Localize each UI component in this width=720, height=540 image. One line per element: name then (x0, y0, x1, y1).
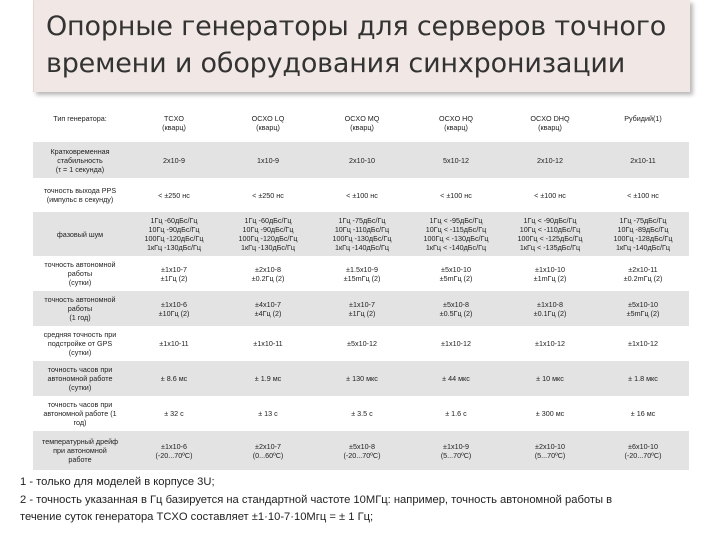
table-cell: ± 1.6 с (409, 396, 503, 431)
table-cell: 2x10-11 (597, 142, 689, 178)
table-cell: ±1x10-6 ±10Гц (2) (127, 291, 221, 326)
table-cell: 1Гц < -95дБс/Гц 10Гц < -115дБс/Гц 100Гц < … (409, 212, 503, 256)
table-cell: ± 16 мс (597, 396, 689, 431)
table-cell: ± 44 мкс (409, 361, 503, 396)
table-cell: ±5x10-8 ±0.5Гц (2) (409, 291, 503, 326)
table-cell: 2x10-12 (503, 142, 597, 178)
table-cell: ±1x10-11 (127, 326, 221, 361)
table-cell: ±1x10-6 (-20...70ºC) (127, 431, 221, 470)
row-label: фазовый шум (33, 212, 127, 256)
header-col: Рубидий(1) (624, 114, 662, 123)
table-cell: < ±100 нс (597, 178, 689, 212)
table-cell: 1x10-9 (221, 142, 315, 178)
row-label: Кратковременная стабильность (τ = 1 секунд… (33, 142, 127, 178)
header-col: OCXO LQ (кварц) (251, 114, 285, 132)
row-label: точность автономной работы (сутки) (33, 256, 127, 291)
table-row: точность автономной работы (сутки) ±1x10-7 ±… (33, 256, 689, 291)
footnote: 1 - только для моделей в корпусе 3U; (20, 476, 215, 488)
row-label: средняя точность при подстройке от GPS (су… (33, 326, 127, 361)
table-cell: ±5x10-10 ±5mГц (2) (597, 291, 689, 326)
table-cell: ±4x10-7 ±4Гц (2) (221, 291, 315, 326)
table-cell: ±2x10-7 (0...60ºC) (221, 431, 315, 470)
table-cell: < ±100 нс (409, 178, 503, 212)
table-row: Кратковременная стабильность (τ = 1 секунд… (33, 142, 689, 178)
row-label: точность часов при автономной работе (сутк… (33, 361, 127, 396)
table-row: точность автономной работы (1 год) ±1x10-6 ±… (33, 291, 689, 326)
table-cell: ±1x10-9 (5...70ºC) (409, 431, 503, 470)
title-panel (33, 0, 690, 92)
table-cell: ±2x10-8 ±0.2Гц (2) (221, 256, 315, 291)
table-cell: ± 130 мкс (315, 361, 409, 396)
row-label: температурный дрейф при автономной работе (33, 431, 127, 470)
table-cell: 1Гц -75дБс/Гц 10Гц -89дБс/Гц 100Гц -128дБс… (597, 212, 689, 256)
table-cell: ±2x10-10 (5...70ºC) (503, 431, 597, 470)
table-cell: 2x10-9 (127, 142, 221, 178)
table-cell: ± 13 с (221, 396, 315, 431)
row-label: точность автономной работы (1 год) (33, 291, 127, 326)
table-cell: ± 300 мс (503, 396, 597, 431)
table-header-row: Тип генератора: TCXO (кварц) OCXO LQ (квар… (33, 104, 689, 142)
table-cell: ±2x10-11 ±0.2mГц (2) (597, 256, 689, 291)
table-cell: < ±250 нс (127, 178, 221, 212)
table-cell: ± 1.8 мкс (597, 361, 689, 396)
table-cell: 1Гц -75дБс/Гц 10Гц -110дБс/Гц 100Гц -130дБ… (315, 212, 409, 256)
row-label: точность выхода PPS (импульс в секунду) (33, 178, 127, 212)
table-cell: ± 3.5 с (315, 396, 409, 431)
generator-spec-table: Тип генератора: TCXO (кварц) OCXO LQ (квар… (33, 104, 689, 470)
table-cell: ±1x10-11 (221, 326, 315, 361)
table-cell: < ±100 нс (503, 178, 597, 212)
table-cell: 2x10-10 (315, 142, 409, 178)
header-col: OCXO MQ (кварц) (344, 114, 380, 132)
table-cell: ±1x10-7 ±1Гц (2) (315, 291, 409, 326)
table-cell: ±1x10-12 (409, 326, 503, 361)
table-cell: ±5x10-10 ±5mГц (2) (409, 256, 503, 291)
table-cell: ±5x10-12 (315, 326, 409, 361)
table-cell: 1Гц -60дБс/Гц 10Гц -90дБс/Гц 100Гц -120дБс… (221, 212, 315, 256)
header-label: Тип генератора: (53, 114, 107, 123)
table-cell: < ±250 нс (221, 178, 315, 212)
table-row: фазовый шум 1Гц -60дБс/Гц 10Гц -90дБс/Гц 10… (33, 212, 689, 256)
table-cell: ±1x10-7 ±1Гц (2) (127, 256, 221, 291)
table-cell: ± 1.9 мс (221, 361, 315, 396)
table-cell: ±5x10-8 (-20...70ºC) (315, 431, 409, 470)
footnote: 2 - точность указанная в Гц базируется н… (20, 493, 613, 506)
table-cell: < ±100 нс (315, 178, 409, 212)
table-cell: ±1x10-12 (597, 326, 689, 361)
footnote: течение суток генератора TCXO составляет… (20, 511, 374, 523)
table-row: точность часов при автономной работе (сутк… (33, 361, 689, 396)
table-row: температурный дрейф при автономной работе ±… (33, 431, 689, 470)
table-cell: 1Гц -60дБс/Гц 10Гц -90дБс/Гц 100Гц -120дБс… (127, 212, 221, 256)
table-cell: ±1x10-10 ±1mГц (2) (503, 256, 597, 291)
header-col: OCXO DHQ (кварц) (530, 114, 570, 132)
slide-title: Опорные генераторы для серверов точного … (46, 11, 667, 79)
table-cell: ± 8.6 мс (127, 361, 221, 396)
table-cell: 5x10-12 (409, 142, 503, 178)
header-col: OCXO HQ (кварц) (439, 114, 473, 132)
table-cell: ±1.5x10-9 ±15mГц (2) (315, 256, 409, 291)
table-row: точность выхода PPS (импульс в секунду) < … (33, 178, 689, 212)
table-body: Кратковременная стабильность (τ = 1 секунд… (33, 142, 689, 470)
table-cell: ±1x10-8 ±0.1Гц (2) (503, 291, 597, 326)
footnotes: 1 - только для моделей в корпусе 3U; 2 -… (20, 474, 710, 527)
table-cell: ± 32 с (127, 396, 221, 431)
row-label: точность часов при автономной работе (1 го… (33, 396, 127, 431)
table-cell: ±6x10-10 (-20...70ºC) (597, 431, 689, 470)
header-col: TCXO (кварц) (162, 114, 186, 132)
table-row: средняя точность при подстройке от GPS (су… (33, 326, 689, 361)
table-cell: ± 10 мкс (503, 361, 597, 396)
table-cell: ±1x10-12 (503, 326, 597, 361)
table-row: точность часов при автономной работе (1 го… (33, 396, 689, 431)
table-cell: 1Гц < -90дБс/Гц 10Гц < -110дБс/Гц 100Гц < … (503, 212, 597, 256)
